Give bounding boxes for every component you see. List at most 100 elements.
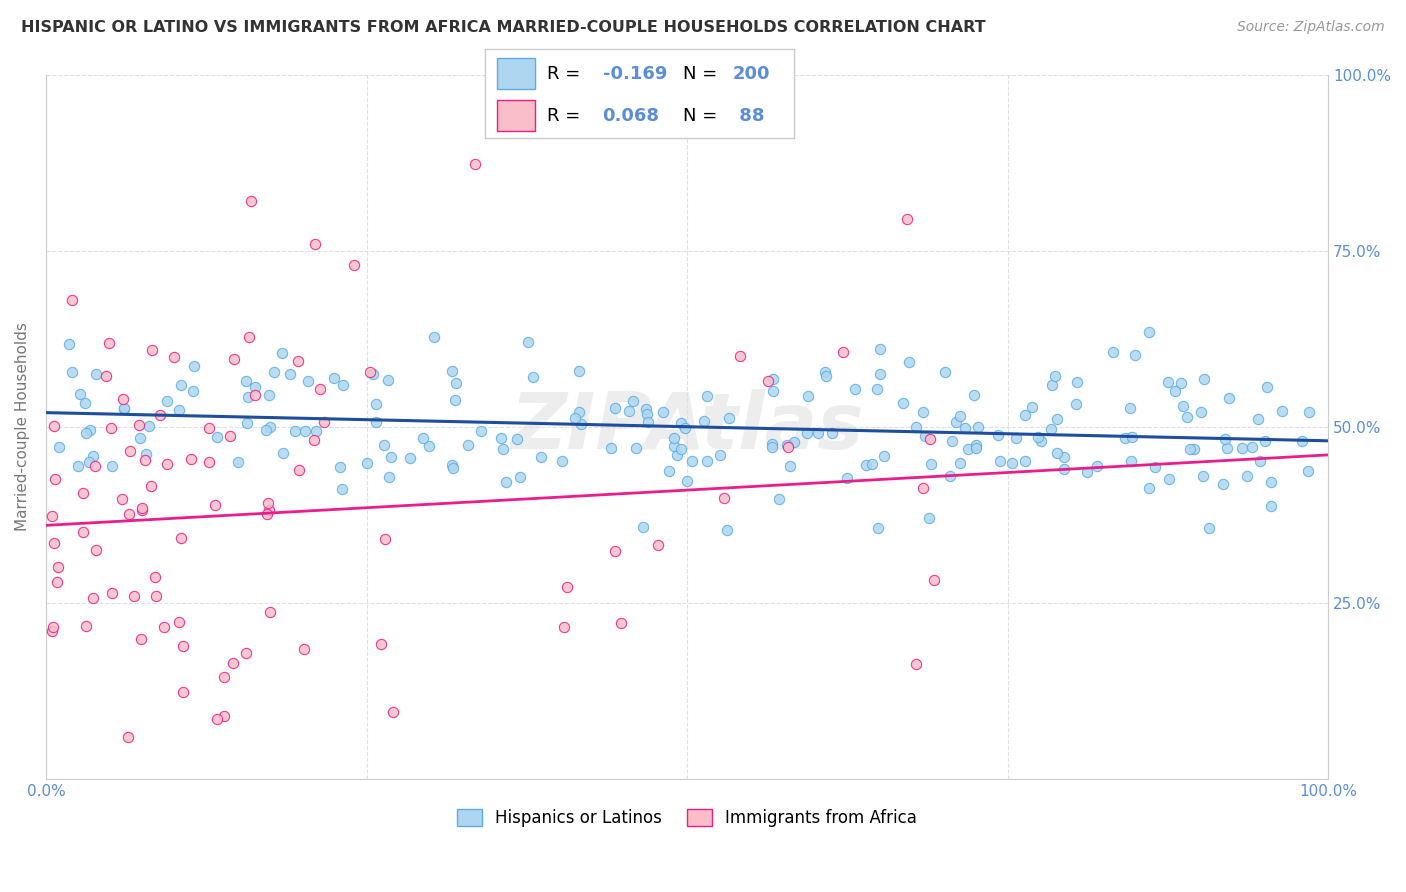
Point [235, 646, 257, 660]
Point [1218, 392, 1240, 406]
Point [1137, 481, 1160, 495]
Point [257, 503, 280, 517]
Point [1052, 462, 1074, 476]
Point [619, 404, 641, 418]
Point [1298, 404, 1320, 418]
Point [470, 425, 492, 439]
Point [48, 440, 70, 454]
Point [263, 365, 285, 379]
Point [257, 496, 280, 510]
Point [72, 524, 94, 539]
Point [145, 569, 167, 583]
Point [42, 620, 65, 634]
Text: Source: ZipAtlas.com: Source: ZipAtlas.com [1237, 20, 1385, 34]
Point [356, 456, 378, 470]
Point [658, 464, 681, 478]
Text: 0.068: 0.068 [603, 107, 659, 125]
Point [636, 407, 658, 421]
Point [1256, 380, 1278, 394]
Point [918, 511, 941, 525]
Point [941, 434, 963, 448]
Point [911, 405, 934, 419]
Text: 88: 88 [733, 107, 763, 125]
Point [692, 414, 714, 428]
Point [637, 416, 659, 430]
Point [869, 367, 891, 381]
Point [304, 236, 326, 251]
Point [152, 620, 174, 634]
Point [101, 585, 124, 599]
Point [412, 431, 434, 445]
Point [332, 378, 354, 392]
Point [221, 656, 243, 670]
Point [844, 383, 866, 397]
Point [492, 442, 515, 456]
Point [1247, 412, 1270, 426]
Point [259, 605, 281, 619]
Point [423, 330, 446, 344]
Point [112, 401, 135, 416]
Point [112, 392, 135, 407]
Text: 200: 200 [733, 65, 770, 83]
Point [69, 386, 91, 401]
Point [860, 457, 883, 471]
Point [235, 374, 257, 388]
Point [72, 486, 94, 500]
Point [243, 388, 266, 402]
Point [761, 437, 783, 451]
Point [66, 458, 89, 473]
Point [920, 457, 942, 471]
Point [1043, 369, 1066, 384]
Point [1192, 371, 1215, 385]
Point [1170, 376, 1192, 391]
Point [446, 376, 468, 390]
Point [101, 458, 124, 473]
Point [224, 351, 246, 366]
Point [905, 420, 928, 434]
Point [768, 491, 790, 506]
Point [709, 449, 731, 463]
Point [205, 712, 228, 726]
Point [418, 439, 440, 453]
Point [100, 421, 122, 435]
Point [517, 334, 540, 349]
Point [1042, 378, 1064, 392]
Point [117, 730, 139, 744]
Point [796, 425, 818, 440]
Point [1253, 434, 1275, 448]
Point [1046, 412, 1069, 426]
Point [1271, 404, 1294, 418]
Point [934, 365, 956, 379]
Point [904, 657, 927, 671]
Point [564, 410, 586, 425]
Point [967, 419, 990, 434]
Point [1119, 401, 1142, 415]
Point [259, 420, 281, 434]
Point [696, 389, 718, 403]
Point [1114, 431, 1136, 445]
Point [551, 454, 574, 468]
Point [1085, 459, 1108, 474]
Point [77, 455, 100, 469]
Point [557, 580, 579, 594]
Point [212, 670, 235, 684]
Point [240, 194, 263, 209]
Point [84, 459, 107, 474]
Point [131, 632, 153, 646]
Point [957, 442, 980, 456]
Point [305, 424, 328, 438]
Point [506, 433, 529, 447]
Point [1053, 450, 1076, 464]
Point [440, 458, 463, 473]
Point [1296, 464, 1319, 478]
Point [156, 457, 179, 471]
Point [1066, 375, 1088, 389]
Point [198, 455, 221, 469]
Point [530, 450, 553, 465]
Point [361, 367, 384, 381]
Point [441, 461, 464, 475]
Point [329, 459, 352, 474]
Point [236, 390, 259, 404]
Point [1031, 434, 1053, 448]
Point [141, 343, 163, 358]
